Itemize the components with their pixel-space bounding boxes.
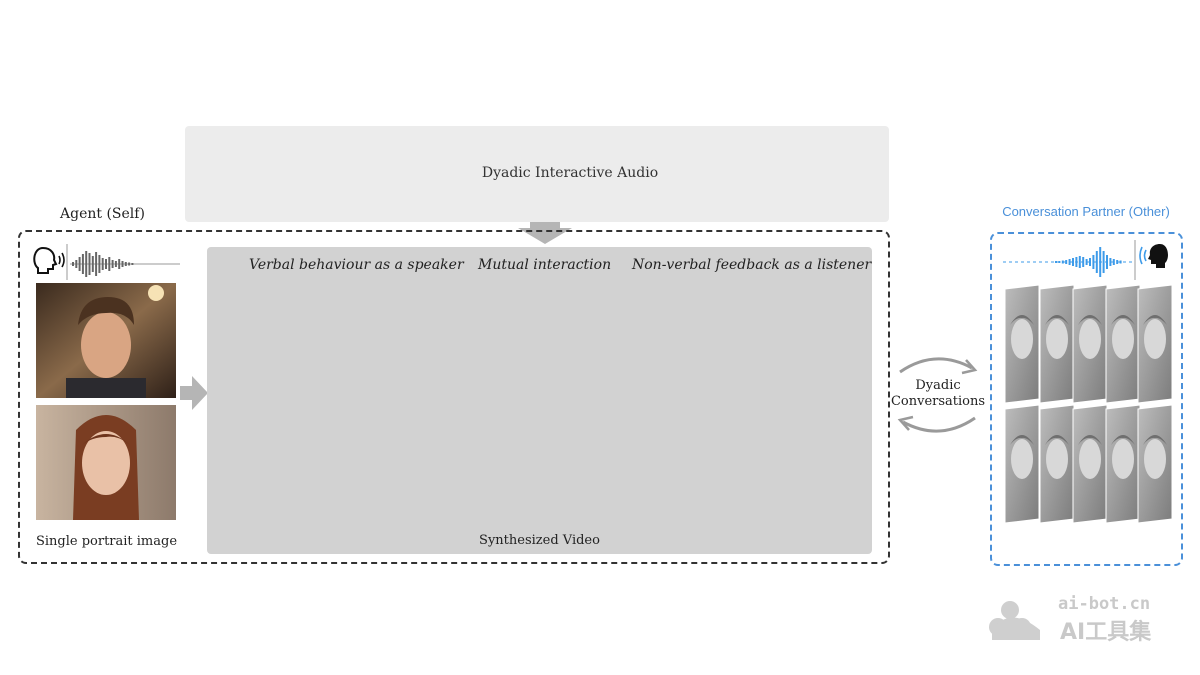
dyadic-line-2: Conversations — [890, 394, 986, 409]
mini-wave-bar — [85, 251, 88, 277]
video-panel — [207, 247, 872, 554]
partner-sound-wave-icon — [1055, 247, 1122, 277]
partner-mini-bar — [1085, 259, 1088, 265]
partner-mini-bar — [1119, 260, 1122, 264]
mini-wave-bar — [121, 261, 124, 267]
audio-panel — [185, 126, 889, 222]
partner-frame — [1072, 284, 1108, 404]
partner-mini-bar — [1102, 251, 1105, 273]
portrait-caption: Single portrait image — [35, 534, 178, 549]
partner-mini-bar — [1055, 261, 1057, 263]
mini-wave-bar — [108, 257, 111, 271]
partner-mini-bar — [1082, 257, 1085, 267]
partner-frames — [1004, 284, 1173, 524]
mini-wave-bar — [131, 263, 134, 265]
mini-wave-bar — [88, 253, 91, 275]
audio-title: Dyadic Interactive Audio — [481, 165, 659, 181]
sound-wave-icon — [70, 251, 180, 277]
portrait-male — [36, 283, 176, 398]
video-caption: Synthesized Video — [479, 533, 600, 548]
mini-wave-bar — [128, 262, 131, 266]
dyadic-line-1: Dyadic — [915, 378, 961, 393]
partner-mini-bar — [1072, 258, 1074, 266]
phase-listener: Non-verbal feedback as a listener — [632, 257, 872, 273]
speaking-head-icon — [33, 246, 65, 274]
partner-frame — [1137, 404, 1173, 524]
partner-mini-bar — [1092, 255, 1095, 269]
partner-mini-bar — [1095, 251, 1098, 273]
partner-box — [990, 232, 1183, 566]
mini-wave-bar — [101, 258, 104, 270]
mini-wave-bar — [98, 255, 101, 273]
partner-frame — [1105, 284, 1141, 404]
partner-mini-bar — [1109, 258, 1112, 266]
agent-box — [18, 230, 890, 564]
partner-frame — [1039, 404, 1075, 524]
dyadic-label: Dyadic Conversations — [888, 378, 988, 410]
phase-speaker: Verbal behaviour as a speaker — [249, 257, 464, 273]
mini-wave-bar — [118, 259, 121, 269]
partner-mini-bar — [1068, 259, 1071, 265]
phase-mutual: Mutual interaction — [478, 257, 612, 273]
partner-frame — [1137, 284, 1173, 404]
mini-wave-bar — [114, 261, 117, 267]
partner-label: Conversation Partner (Other) — [1002, 204, 1170, 219]
mini-wave-bar — [78, 257, 81, 271]
partner-frame — [1004, 404, 1040, 524]
partner-mini-bar — [1075, 257, 1078, 267]
partner-frame — [1004, 284, 1040, 404]
arrow-right-icon — [180, 376, 208, 410]
partner-head-icon — [1139, 244, 1168, 268]
partner-mini-bar — [1089, 258, 1091, 266]
portrait-female — [36, 405, 176, 520]
mini-wave-bar — [124, 262, 127, 266]
partner-mini-bar — [1106, 255, 1108, 269]
watermark-name: AI工具集 — [1060, 620, 1152, 645]
partner-mini-bar — [1099, 247, 1102, 277]
partner-mini-bar — [1058, 261, 1061, 263]
partner-frame — [1105, 404, 1141, 524]
partner-mini-bar — [1112, 259, 1115, 265]
mini-wave-bar — [91, 256, 94, 272]
mini-wave-bar — [105, 259, 107, 269]
mini-wave-bar — [95, 252, 98, 276]
watermark-url: ai-bot.cn — [1058, 594, 1151, 614]
cycle-arrows-icon — [897, 357, 978, 433]
agent-label: Agent (Self) — [60, 206, 145, 222]
mini-wave-bar — [72, 262, 74, 266]
mini-wave-bar — [81, 254, 84, 274]
partner-mini-bar — [1078, 256, 1081, 268]
mini-wave-bar — [75, 260, 78, 268]
partner-mini-bar — [1061, 260, 1064, 264]
mini-wave-bar — [111, 260, 114, 268]
partner-mini-bar — [1065, 260, 1068, 264]
partner-frame — [1039, 284, 1075, 404]
partner-frame — [1072, 404, 1108, 524]
partner-mini-bar — [1116, 260, 1119, 264]
